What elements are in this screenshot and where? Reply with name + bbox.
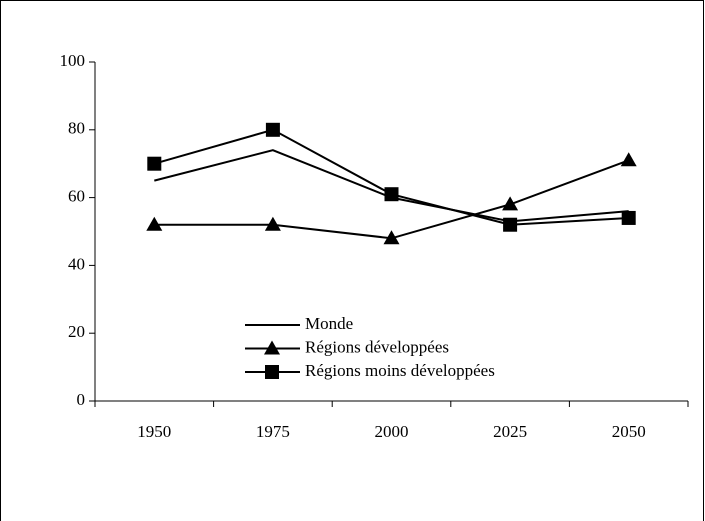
marker-square	[621, 210, 636, 225]
legend-label: Monde	[305, 314, 353, 333]
y-tick-label: 100	[60, 51, 86, 70]
y-tick-label: 80	[68, 119, 85, 138]
y-tick-label: 0	[77, 390, 86, 409]
series-line	[154, 128, 629, 226]
marker-square	[384, 187, 399, 202]
marker-triangle	[620, 152, 637, 167]
legend-label: Régions moins développées	[305, 361, 495, 380]
marker-square	[503, 217, 518, 232]
y-tick-label: 60	[68, 187, 85, 206]
marker-triangle	[264, 216, 281, 231]
legend-label: Régions développées	[305, 337, 449, 356]
y-tick-label: 40	[68, 254, 85, 273]
marker-square	[147, 156, 162, 171]
y-tick-label: 20	[68, 322, 85, 341]
marker-square	[265, 365, 279, 379]
marker-triangle	[383, 230, 400, 245]
x-tick-label: 1950	[137, 422, 171, 441]
marker-triangle	[146, 216, 163, 231]
marker-triangle	[264, 340, 280, 355]
marker-triangle	[502, 196, 519, 211]
marker-square	[265, 122, 280, 137]
x-tick-label: 1975	[256, 422, 290, 441]
x-tick-label: 2050	[612, 422, 646, 441]
x-tick-label: 2025	[493, 422, 527, 441]
x-tick-label: 2000	[375, 422, 409, 441]
